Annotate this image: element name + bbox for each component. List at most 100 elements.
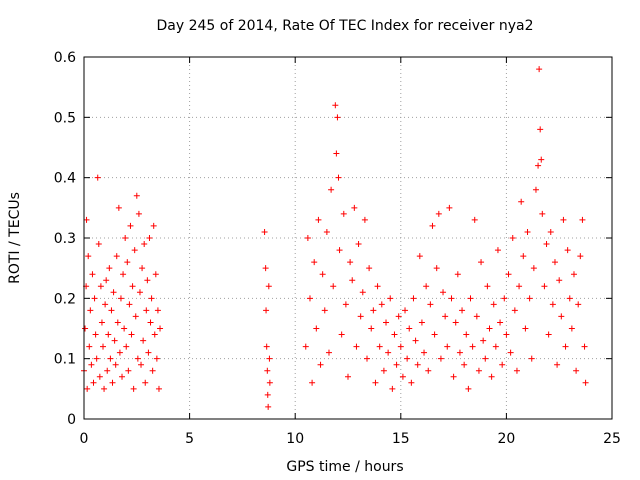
data-point <box>266 355 273 362</box>
data-point <box>334 114 341 121</box>
data-point <box>427 301 434 308</box>
data-point <box>266 379 273 386</box>
data-point <box>431 331 438 338</box>
data-point <box>157 325 164 332</box>
data-point <box>414 361 421 368</box>
data-point <box>103 277 110 284</box>
data-point <box>459 307 466 314</box>
data-point <box>98 319 105 326</box>
data-point <box>93 355 100 362</box>
y-tick-label: 0.4 <box>54 171 76 187</box>
data-point <box>452 319 459 326</box>
data-point <box>88 361 95 368</box>
data-point <box>86 343 93 350</box>
data-point <box>115 204 122 211</box>
data-point <box>130 385 137 392</box>
data-point <box>520 253 527 260</box>
data-point <box>378 301 385 308</box>
data-point <box>545 331 552 338</box>
data-point <box>129 283 136 290</box>
data-point <box>473 313 480 320</box>
data-point <box>450 373 457 380</box>
data-point <box>349 277 356 284</box>
data-point <box>423 283 430 290</box>
data-point <box>492 343 499 350</box>
data-point <box>404 355 411 362</box>
data-point <box>328 186 335 193</box>
data-point <box>541 283 548 290</box>
data-point <box>543 241 550 248</box>
data-point <box>509 235 516 241</box>
data-point <box>117 295 124 302</box>
data-point <box>461 361 468 368</box>
data-point <box>429 222 436 229</box>
data-point <box>528 355 535 362</box>
data-point <box>518 198 525 205</box>
data-point <box>513 367 520 374</box>
data-point <box>494 247 501 254</box>
data-point <box>501 295 508 302</box>
data-point <box>524 228 531 235</box>
data-point <box>140 337 147 344</box>
y-tick-label: 0.6 <box>54 50 76 66</box>
data-point <box>505 271 512 278</box>
data-point <box>537 126 544 133</box>
data-point <box>566 295 573 302</box>
data-point <box>364 355 371 362</box>
x-tick-label: 25 <box>603 431 621 447</box>
data-point <box>338 331 345 338</box>
data-point <box>119 373 126 380</box>
data-point <box>90 379 97 386</box>
data-point <box>395 313 402 320</box>
data-point <box>573 367 580 374</box>
data-point <box>125 367 132 374</box>
data-point <box>391 331 398 338</box>
data-point <box>582 379 589 386</box>
data-point <box>151 331 158 338</box>
data-point <box>95 241 102 248</box>
data-point <box>351 204 358 211</box>
data-point <box>101 385 108 392</box>
x-axis-label: GPS time / hours <box>286 459 403 475</box>
data-point <box>309 379 316 386</box>
data-point <box>440 289 447 296</box>
data-point <box>539 210 546 217</box>
data-point <box>123 343 130 350</box>
data-point <box>393 361 400 368</box>
x-tick-label: 0 <box>80 431 89 447</box>
data-point <box>122 235 129 241</box>
data-point <box>264 367 271 374</box>
data-point <box>136 289 143 296</box>
data-point <box>416 253 423 260</box>
data-point <box>581 343 588 350</box>
data-point <box>435 210 442 217</box>
data-point <box>325 349 332 356</box>
data-point <box>107 355 114 362</box>
data-point <box>484 283 491 290</box>
data-point <box>144 277 151 284</box>
y-tick-labels: 0 0.1 0.2 0.3 0.4 0.5 0.6 <box>54 50 76 428</box>
data-point <box>153 355 160 362</box>
data-point <box>579 216 586 223</box>
data-point <box>311 259 318 266</box>
data-point <box>366 265 373 272</box>
data-point <box>376 343 383 350</box>
data-point <box>323 228 330 235</box>
data-point <box>131 247 138 254</box>
data-point <box>263 307 270 314</box>
x-tick-label: 20 <box>497 431 515 447</box>
data-point <box>127 222 134 229</box>
data-point <box>530 265 537 272</box>
data-point <box>150 222 157 229</box>
data-point <box>149 367 156 374</box>
data-point <box>355 241 362 248</box>
data-point <box>448 295 455 302</box>
data-point <box>132 313 139 320</box>
x-tick-label: 10 <box>286 431 304 447</box>
data-point <box>102 301 109 308</box>
y-axis-label: ROTI / TECUs <box>7 192 23 284</box>
data-point <box>564 247 571 254</box>
data-point <box>387 295 394 302</box>
data-point <box>120 271 127 278</box>
